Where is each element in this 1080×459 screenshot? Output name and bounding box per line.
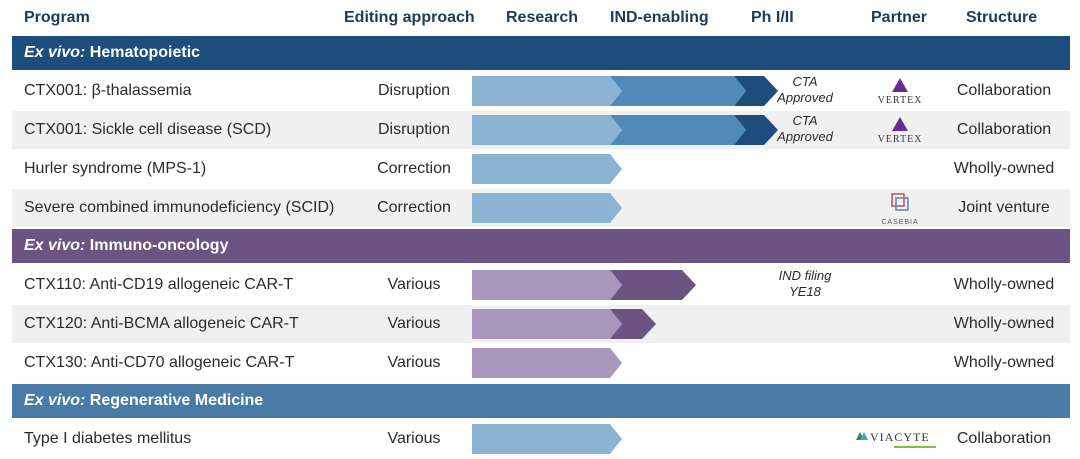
chevron-research <box>472 193 622 223</box>
vertex-logo: VERTEX <box>870 76 930 106</box>
header-ph-i-ii: Ph I/II <box>751 9 794 26</box>
table-row: Hurler syndrome (MPS-1) Correction Wholl… <box>12 150 1070 188</box>
status-note: CTA Approved <box>777 113 833 144</box>
structure: Wholly-owned <box>953 160 1055 177</box>
editing-approach: Various <box>387 430 441 447</box>
header-program: Program <box>24 9 90 26</box>
table-row: CTX001: β-thalassemia Disruption CTA Appr… <box>12 72 1070 110</box>
chevron-research <box>472 76 622 106</box>
structure: Collaboration <box>956 82 1052 99</box>
structure: Wholly-owned <box>953 315 1055 332</box>
program-name: Type I diabetes mellitus <box>24 430 192 447</box>
program-name: CTX001: Sickle cell disease (SCD) <box>24 121 272 138</box>
section-title: Immuno-oncology <box>85 237 229 254</box>
editing-approach: Various <box>387 354 441 371</box>
program-name: Severe combined immunodeficiency (SCID) <box>24 199 335 216</box>
table-row: CTX001: Sickle cell disease (SCD) Disrup… <box>12 111 1070 149</box>
editing-approach: Disruption <box>377 121 451 138</box>
pipeline-arrow <box>472 424 622 454</box>
pipeline-arrow <box>472 270 696 300</box>
section-band-hematopoietic: Ex vivo: Hematopoietic <box>12 36 1070 70</box>
table-row: CTX110: Anti-CD19 allogeneic CAR-T Vario… <box>12 266 1070 304</box>
pipeline-arrow <box>472 76 778 106</box>
editing-approach: Correction <box>377 160 451 177</box>
section-prefix: Ex vivo: <box>24 44 86 61</box>
svg-text:CASEBIA: CASEBIA <box>881 219 918 226</box>
program-name: Hurler syndrome (MPS-1) <box>24 160 207 177</box>
editing-approach: Disruption <box>377 82 451 99</box>
header-partner: Partner <box>871 9 928 26</box>
svg-text:VERTEX: VERTEX <box>878 95 923 106</box>
structure: Collaboration <box>956 121 1052 138</box>
chevron-research <box>472 348 622 378</box>
section-title: Hematopoietic <box>85 44 201 61</box>
chevron-ind <box>610 76 746 106</box>
chevron-research <box>472 115 622 145</box>
section-band-regenerative-medicine: Ex vivo: Regenerative Medicine <box>12 384 1070 418</box>
editing-approach: Various <box>387 315 441 332</box>
table-row: Type I diabetes mellitus Various VIACYTE… <box>12 420 1070 458</box>
section-prefix: Ex vivo: <box>24 237 86 254</box>
chevron-research <box>472 154 622 184</box>
header-editing-approach: Editing approach <box>344 9 475 26</box>
table-row: CTX120: Anti-BCMA allogeneic CAR-T Vario… <box>12 305 1070 343</box>
structure: Wholly-owned <box>953 276 1055 293</box>
header-structure: Structure <box>966 9 1038 26</box>
pipeline-arrow <box>472 115 778 145</box>
program-name: CTX120: Anti-BCMA allogeneic CAR-T <box>24 315 299 332</box>
header-ind-enabling: IND-enabling <box>610 9 709 26</box>
pipeline-arrow <box>472 348 622 378</box>
table-row: Severe combined immunodeficiency (SCID) … <box>12 189 1070 227</box>
status-note: IND filing YE18 <box>778 268 832 299</box>
chevron-research <box>472 270 622 300</box>
viacyte-logo: VIACYTE <box>854 426 944 454</box>
section-title: Regenerative Medicine <box>85 392 264 409</box>
section-prefix: Ex vivo: <box>24 392 86 409</box>
chevron-ph <box>734 115 778 145</box>
chevron-ph <box>734 76 778 106</box>
editing-approach: Various <box>387 276 441 293</box>
pipeline-arrow <box>472 309 656 339</box>
status-note: CTA Approved <box>777 74 833 105</box>
program-name: CTX110: Anti-CD19 allogeneic CAR-T <box>24 276 294 293</box>
chevron-research <box>472 309 622 339</box>
pipeline-arrow <box>472 154 622 184</box>
program-name: CTX130: Anti-CD70 allogeneic CAR-T <box>24 354 295 371</box>
chevron-ind <box>610 309 656 339</box>
svg-text:VIACYTE: VIACYTE <box>870 430 930 444</box>
program-name: CTX001: β-thalassemia <box>24 82 192 99</box>
structure: Collaboration <box>956 430 1052 447</box>
header-research: Research <box>506 9 579 26</box>
structure: Joint venture <box>958 199 1050 216</box>
casebia-logo: CASEBIA <box>874 191 926 227</box>
chevron-ind <box>610 270 696 300</box>
editing-approach: Correction <box>377 199 451 216</box>
chevron-research <box>472 424 622 454</box>
chevron-ind <box>610 115 746 145</box>
vertex-logo: VERTEX <box>870 115 930 145</box>
table-row: CTX130: Anti-CD70 allogeneic CAR-T Vario… <box>12 344 1070 382</box>
section-band-immuno-oncology: Ex vivo: Immuno-oncology <box>12 229 1070 263</box>
pipeline-arrow <box>472 193 622 223</box>
svg-text:VERTEX: VERTEX <box>878 134 923 145</box>
structure: Wholly-owned <box>953 354 1055 371</box>
